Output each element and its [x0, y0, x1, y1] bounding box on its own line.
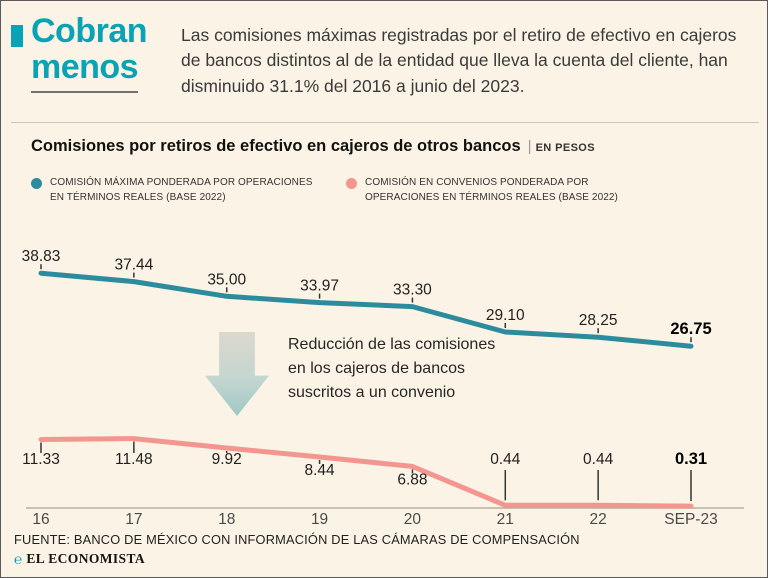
chart-title-separator: |	[527, 138, 532, 155]
value-label: 8.44	[304, 462, 335, 479]
value-label: 9.92	[212, 451, 242, 468]
header-divider	[11, 122, 759, 123]
description-text: Las comisiones máximas registradas por e…	[181, 25, 737, 96]
source-note: FUENTE: BANCO DE MÉXICO CON INFORMACIÓN …	[14, 532, 580, 547]
value-label: 28.25	[579, 312, 618, 329]
value-label: 37.44	[114, 257, 153, 274]
value-label: 33.97	[300, 278, 339, 295]
x-tick-label: 20	[404, 511, 422, 526]
x-tick-label: SEP-23	[664, 511, 717, 526]
x-tick-label: 16	[32, 511, 49, 526]
value-label: 11.48	[115, 451, 153, 468]
chart-svg: 16 17 18 19 20 21 22 SEP-23 38.83 37.44 35.00 33.97…	[22, 248, 744, 526]
value-label: 0.44	[490, 451, 521, 468]
value-label: 38.83	[22, 248, 61, 265]
brand-name: EL ECONOMISTA	[26, 551, 146, 566]
legend-label-line1: COMISIÓN EN CONVENIOS PONDERADA POR	[365, 177, 589, 188]
value-label: 26.75	[670, 320, 711, 338]
title-accent-bar	[11, 25, 23, 47]
legend-label: COMISIÓN EN CONVENIOS PONDERADA POR OPERA…	[365, 175, 618, 205]
legend-label-line1: COMISIÓN MÁXIMA PONDERADA POR OPERACIONE…	[50, 177, 313, 188]
page-title: Cobran menos	[31, 12, 148, 94]
legend-label: COMISIÓN MÁXIMA PONDERADA POR OPERACIONE…	[50, 175, 312, 205]
brand-symbol-icon: ℮	[14, 551, 23, 567]
x-tick-label: 22	[590, 511, 607, 526]
series-line-0	[38, 270, 694, 349]
line-chart: 16 17 18 19 20 21 22 SEP-23 38.83 37.44 35.00 33.97…	[1, 226, 767, 526]
series-line-1	[38, 436, 694, 509]
annotation-text: Reducción de las comisiones en los cajer…	[288, 336, 496, 401]
x-tick-label: 17	[125, 511, 142, 526]
value-label: 0.31	[675, 450, 707, 468]
page-title-line1: Cobran	[31, 12, 148, 50]
chart-title: Comisiones por retiros de efectivo en ca…	[31, 137, 595, 156]
legend-item-max-commission: COMISIÓN MÁXIMA PONDERADA POR OPERACIONE…	[31, 175, 312, 205]
value-label: 29.10	[486, 307, 525, 324]
value-label: 33.30	[393, 282, 432, 299]
x-tick-label: 19	[311, 511, 328, 526]
chart-unit-label: EN PESOS	[535, 142, 596, 154]
legend-item-agreement-commission: COMISIÓN EN CONVENIOS PONDERADA POR OPERA…	[346, 175, 618, 205]
value-label: 0.44	[583, 451, 614, 468]
value-label: 6.88	[397, 471, 427, 488]
value-label: 35.00	[207, 271, 246, 288]
x-tick-label: 18	[218, 511, 235, 526]
legend-label-line2: OPERACIONES EN TÉRMINOS REALES (BASE 202…	[365, 192, 618, 203]
legend-dot-teal	[31, 178, 42, 189]
page-title-line2: menos	[31, 49, 139, 94]
chart-title-main: Comisiones por retiros de efectivo en ca…	[31, 137, 521, 155]
legend-dot-pink	[346, 178, 357, 189]
legend-label-line2: EN TÉRMINOS REALES (BASE 2022)	[50, 192, 226, 203]
value-label: 11.33	[22, 451, 60, 468]
x-tick-label: 21	[497, 511, 514, 526]
brand-logo: ℮ EL ECONOMISTA	[14, 551, 145, 567]
